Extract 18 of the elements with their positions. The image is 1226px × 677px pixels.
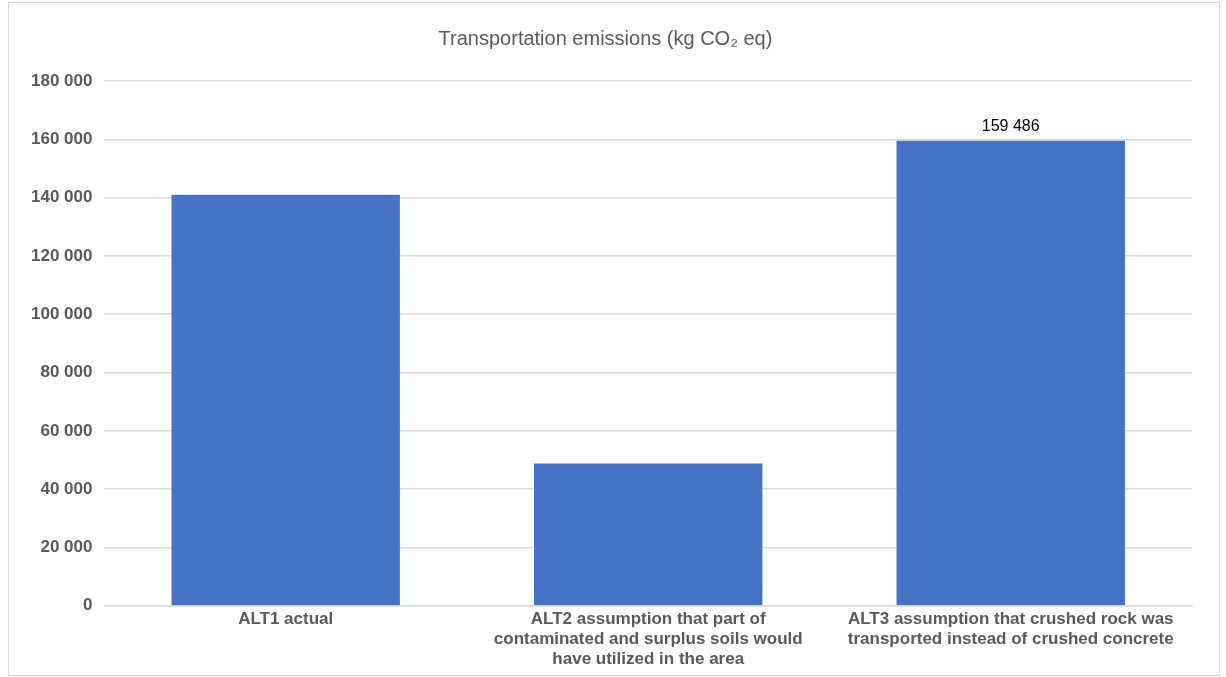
y-tick-label: 80 000 <box>40 362 93 382</box>
y-tick-label: 60 000 <box>40 420 93 440</box>
x-tick-label: ALT3 assumption that crushed rock was transported instead of crushed concrete <box>847 608 1174 649</box>
y-tick-label: 180 000 <box>31 70 93 90</box>
y-tick-label: 160 000 <box>31 129 93 148</box>
y-tick-label: 40 000 <box>40 478 93 498</box>
x-tick-label: ALT1 actual <box>238 608 334 628</box>
bar <box>171 194 400 606</box>
bar <box>896 140 1125 606</box>
y-tick-label: 100 000 <box>31 303 93 323</box>
data-label: 159 486 <box>981 117 1040 135</box>
chart-title: Transportation emissions (kg CO₂ eq) <box>438 26 773 49</box>
y-tick-label: 0 <box>82 595 93 615</box>
y-tick-label: 140 000 <box>31 187 93 207</box>
y-tick-label: 20 000 <box>40 537 93 557</box>
bar <box>534 463 763 606</box>
x-tick-label: ALT2 assumption that part of contaminated and surplus soils would have utilized in the area <box>493 608 803 669</box>
y-tick-label: 120 000 <box>31 245 93 265</box>
